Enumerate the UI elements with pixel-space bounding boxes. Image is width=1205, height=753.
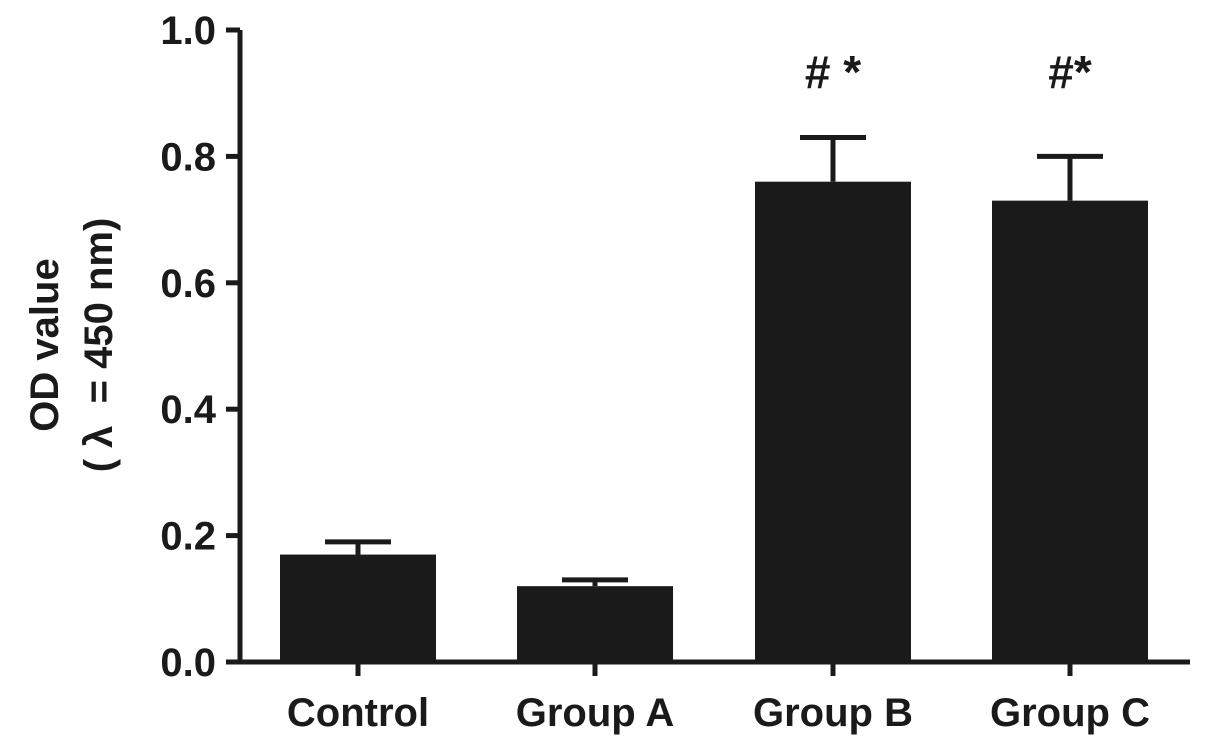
bar — [517, 586, 673, 662]
bar — [755, 181, 911, 662]
y-tick-label: 0.2 — [160, 515, 216, 559]
y-axis-title: OD value ( λ = 450 nm) — [23, 218, 121, 473]
significance-label: # * — [805, 46, 861, 98]
y-tick-label: 1.0 — [160, 9, 216, 53]
y-tick-label: 0.6 — [160, 262, 216, 306]
x-tick-label: Group A — [516, 691, 675, 735]
y-tick-label: 0.4 — [160, 388, 216, 432]
significance-label: #* — [1048, 46, 1092, 98]
y-axis-label-line1: OD value — [23, 258, 67, 431]
bar — [992, 200, 1148, 662]
bars — [280, 181, 1148, 662]
y-tick-label: 0.0 — [160, 641, 216, 685]
y-axis-label-line2: ( λ = 450 nm) — [77, 218, 121, 473]
x-ticks: Control Group A Group B Group C — [287, 662, 1150, 735]
y-ticks: 0.0 0.2 0.4 0.6 0.8 1.0 — [160, 9, 240, 685]
x-tick-label: Control — [287, 691, 429, 735]
y-tick-label: 0.8 — [160, 135, 216, 179]
significance-annotations: # * #* — [805, 46, 1092, 98]
bar — [280, 554, 436, 662]
x-tick-label: Group C — [990, 691, 1150, 735]
error-bars — [325, 134, 1103, 587]
x-tick-label: Group B — [753, 691, 913, 735]
